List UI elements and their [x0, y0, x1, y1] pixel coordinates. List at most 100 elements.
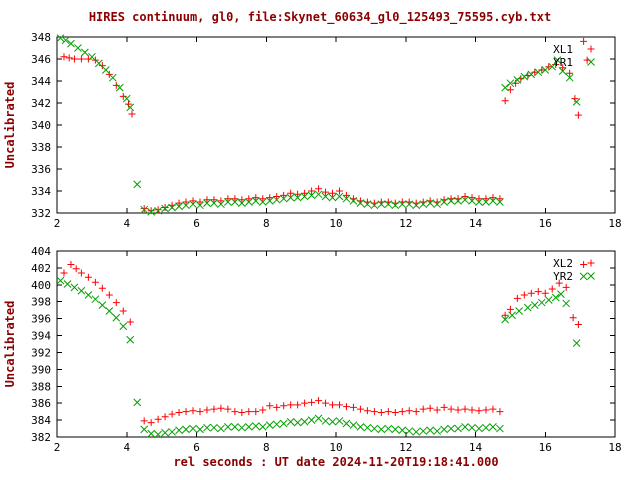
- data-point-marker: [363, 423, 372, 432]
- legend-marker: [587, 272, 595, 280]
- data-point-marker: [454, 197, 462, 205]
- data-point-marker: [342, 419, 351, 428]
- data-point-marker: [175, 199, 183, 207]
- data-point-marker: [126, 103, 135, 112]
- data-point-marker: [273, 193, 281, 200]
- data-point-marker: [154, 206, 162, 215]
- data-point-marker: [356, 423, 365, 431]
- data-point-marker: [321, 417, 330, 425]
- data-point-marker: [119, 92, 127, 100]
- data-point-marker: [482, 406, 490, 414]
- data-point-marker: [203, 199, 211, 207]
- data-point-marker: [405, 200, 414, 209]
- data-point-marker: [515, 307, 523, 315]
- data-point-marker: [245, 408, 253, 416]
- y-axis-label-top-panel: Uncalibrated: [3, 82, 17, 169]
- data-point-marker: [433, 200, 441, 209]
- data-point-marker: [300, 417, 309, 426]
- data-point-marker: [140, 425, 149, 434]
- data-point-marker: [77, 55, 85, 63]
- data-point-marker: [541, 66, 550, 74]
- data-point-marker: [461, 423, 469, 431]
- data-point-marker: [433, 427, 441, 435]
- legend-marker: [587, 45, 595, 53]
- data-point-marker: [405, 427, 414, 435]
- data-point-marker: [579, 272, 588, 281]
- data-point-marker: [562, 299, 571, 308]
- x-tick-label: 12: [399, 441, 412, 454]
- x-tick-label: 10: [329, 441, 342, 454]
- data-point-marker: [531, 68, 539, 76]
- data-point-marker: [482, 423, 490, 432]
- data-point-marker: [154, 206, 162, 214]
- data-point-marker: [468, 423, 476, 432]
- data-point-marker: [147, 207, 155, 215]
- data-point-marker: [140, 417, 148, 425]
- data-point-marker: [562, 283, 570, 291]
- data-point-marker: [363, 200, 372, 209]
- data-point-marker: [558, 67, 567, 75]
- data-point-marker: [161, 428, 169, 437]
- plot-border: [56, 36, 616, 214]
- data-point-marker: [349, 421, 358, 430]
- data-point-marker: [217, 200, 225, 209]
- y-axis-label-bottom-panel: Uncalibrated: [3, 301, 17, 388]
- data-point-marker: [182, 408, 190, 416]
- data-point-marker: [307, 191, 316, 200]
- data-point-marker: [391, 408, 399, 416]
- data-point-marker: [335, 417, 344, 425]
- data-point-marker: [119, 307, 127, 315]
- data-point-marker: [196, 198, 204, 206]
- data-point-marker: [349, 197, 358, 205]
- y-tick-label: 340: [31, 119, 51, 132]
- data-point-marker: [580, 261, 588, 269]
- data-point-marker: [265, 421, 274, 430]
- data-point-marker: [252, 194, 260, 202]
- data-point-marker: [266, 194, 274, 202]
- data-point-marker: [279, 194, 288, 203]
- data-point-marker: [293, 193, 302, 202]
- y-tick-label: 338: [31, 141, 51, 154]
- data-point-marker: [384, 424, 393, 433]
- data-point-marker: [98, 284, 106, 292]
- data-point-marker: [175, 202, 183, 211]
- data-point-marker: [572, 98, 581, 106]
- data-point-marker: [565, 73, 574, 82]
- data-point-marker: [468, 406, 476, 414]
- x-tick-label: 6: [193, 441, 200, 454]
- data-point-marker: [496, 424, 504, 433]
- y-tick-label: 382: [31, 431, 51, 444]
- data-point-marker: [384, 408, 392, 416]
- data-point-marker: [356, 199, 365, 207]
- data-point-marker: [574, 321, 582, 329]
- data-point-marker: [161, 204, 169, 213]
- data-point-marker: [426, 199, 435, 207]
- y-tick-label: 396: [31, 313, 51, 326]
- data-point-marker: [580, 37, 588, 45]
- data-point-marker: [94, 59, 103, 68]
- data-point-marker: [489, 423, 497, 431]
- data-point-marker: [342, 191, 350, 199]
- data-point-marker: [189, 197, 197, 205]
- data-point-marker: [513, 76, 522, 84]
- data-point-marker: [328, 417, 337, 426]
- data-point-marker: [224, 195, 232, 203]
- data-point-marker: [335, 192, 344, 201]
- data-point-marker: [237, 199, 246, 207]
- data-point-marker: [482, 195, 490, 203]
- data-point-marker: [72, 265, 80, 273]
- data-point-marker: [501, 311, 509, 319]
- data-point-marker: [335, 187, 343, 195]
- data-point-marker: [60, 269, 68, 277]
- data-point-marker: [454, 424, 462, 433]
- data-point-marker: [251, 422, 260, 430]
- data-point-marker: [322, 188, 330, 196]
- data-point-marker: [315, 397, 323, 405]
- y-tick-label: 332: [31, 207, 51, 220]
- y-tick-label: 392: [31, 346, 51, 359]
- y-tick-label: 390: [31, 363, 51, 376]
- data-point-marker: [265, 197, 274, 205]
- data-point-marker: [329, 401, 337, 409]
- data-point-marker: [70, 283, 79, 292]
- data-point-marker: [398, 408, 406, 416]
